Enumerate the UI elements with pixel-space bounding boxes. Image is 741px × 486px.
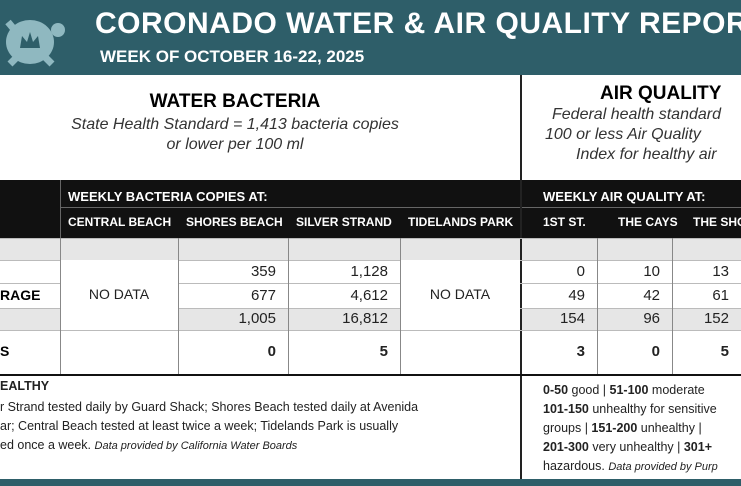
col-line — [60, 180, 61, 238]
water-title: WATER BACTERIA — [149, 91, 321, 112]
row-label: RAGE — [0, 286, 41, 303]
footer-heading: EALTHY — [0, 379, 50, 393]
footer-note: ed once a week. — [0, 438, 95, 452]
cell: 16,812 — [342, 310, 388, 327]
merged-cell — [401, 260, 520, 330]
aqi-range: 0-50 — [543, 383, 569, 397]
cell: 359 — [250, 262, 276, 280]
aqi-text: very unhealthy | — [588, 440, 684, 454]
aqi-range: 201-300 — [543, 440, 589, 454]
column-header: SHORES BEACH — [186, 215, 283, 229]
row-bg — [522, 308, 741, 330]
aqi-line: 101-150 unhealthy for sensitive — [543, 400, 717, 419]
bottom-band — [0, 479, 741, 486]
cell: 49 — [568, 286, 585, 304]
col-line — [178, 238, 179, 374]
cell: 0 — [576, 262, 585, 280]
footer-rule — [0, 374, 741, 376]
aqi-line: hazardous. Data provided by Purp — [543, 457, 718, 477]
col-line — [288, 238, 289, 374]
column-header: TIDELANDS PARK — [408, 215, 514, 229]
air-title: AIR QUALITY — [600, 83, 722, 104]
footer-note: r Strand tested daily by Guard Shack; Sh… — [0, 400, 419, 414]
row-line — [0, 330, 741, 331]
aqi-range: 301+ — [683, 440, 712, 454]
cell: 10 — [643, 262, 660, 280]
aqi-text: groups | — [543, 421, 592, 435]
air-group-label: WEEKLY AIR QUALITY AT: — [543, 189, 706, 204]
cell: 3 — [576, 343, 585, 360]
row-line — [61, 207, 520, 208]
footer-note: ar; Central Beach tested at least twice … — [0, 419, 399, 433]
column-header: 1ST ST. — [543, 215, 586, 229]
cell: 0 — [651, 343, 660, 360]
footer-source: Data provided by Purp — [608, 461, 718, 473]
cell: 152 — [703, 310, 729, 327]
row-bg — [522, 260, 741, 283]
aqi-line: 0-50 good | 51-100 moderate — [543, 381, 705, 400]
cell: 42 — [643, 286, 660, 304]
column-header: CENTRAL BEACH — [68, 215, 172, 229]
cell: 0 — [267, 343, 276, 360]
row-label: S — [0, 343, 10, 359]
row-bg — [0, 330, 520, 374]
col-line — [400, 238, 401, 374]
row-bg — [522, 283, 741, 308]
aqi-text: moderate — [648, 383, 705, 397]
water-standard: State Health Standard = 1,413 bacteria c… — [71, 116, 399, 133]
col-line — [672, 238, 673, 374]
aqi-range: 101-150 — [543, 402, 589, 416]
row-line — [0, 260, 741, 261]
aqi-text: unhealthy for sensitive — [588, 402, 717, 416]
row-bg — [0, 238, 520, 260]
air-standard: Index for healthy air — [576, 146, 717, 163]
aqi-text: good | — [568, 383, 610, 397]
no-data: NO DATA — [88, 286, 150, 302]
column-header: SILVER STRAND — [296, 215, 392, 229]
aqi-range: 51-100 — [609, 383, 649, 397]
cell: 96 — [643, 310, 660, 327]
row-bg — [522, 238, 741, 260]
cell: 4,612 — [350, 286, 388, 304]
aqi-line: 201-300 very unhealthy | 301+ — [543, 438, 712, 457]
footer-note: ed once a week. Data provided by Califor… — [0, 436, 297, 456]
row-line — [0, 283, 741, 284]
cell: 5 — [379, 343, 388, 360]
air-standard: Federal health standard — [552, 106, 721, 123]
row-line — [0, 308, 741, 309]
air-header-row — [522, 180, 741, 238]
water-group-label: WEEKLY BACTERIA COPIES AT: — [68, 189, 268, 204]
header-band — [0, 0, 741, 75]
cell: 13 — [712, 262, 729, 280]
col-line — [597, 238, 598, 374]
no-data: NO DATA — [429, 286, 491, 302]
cell: 1,005 — [238, 310, 276, 327]
merged-cell — [61, 260, 178, 330]
col-line — [60, 238, 61, 374]
cell: 1,128 — [350, 262, 388, 280]
water-standard: or lower per 100 ml — [166, 136, 304, 153]
row-line — [0, 238, 741, 239]
aqi-text: unhealthy | — [637, 421, 702, 435]
cell: 677 — [250, 286, 276, 304]
air-standard: 100 or less Air Quality — [545, 126, 701, 143]
title: CORONADO WATER & AIR QUALITY REPORT — [95, 7, 741, 40]
divider — [520, 75, 522, 480]
aqi-text: hazardous. — [543, 459, 609, 473]
footer-source: Data provided by California Water Boards — [94, 440, 298, 452]
subtitle: WEEK OF OCTOBER 16-22, 2025 — [100, 47, 365, 66]
column-header: THE CAYS — [618, 215, 678, 229]
row-bg — [522, 330, 741, 374]
column-header: THE SHO — [693, 215, 741, 229]
aqi-range: 151-200 — [591, 421, 638, 435]
turtle-logo — [5, 19, 65, 67]
row-line — [522, 207, 741, 208]
aqi-line: groups | 151-200 unhealthy | — [543, 419, 702, 438]
cell: 5 — [720, 343, 729, 360]
cell: 61 — [712, 286, 729, 304]
cell: 154 — [559, 310, 585, 327]
water-header-row — [0, 180, 520, 238]
